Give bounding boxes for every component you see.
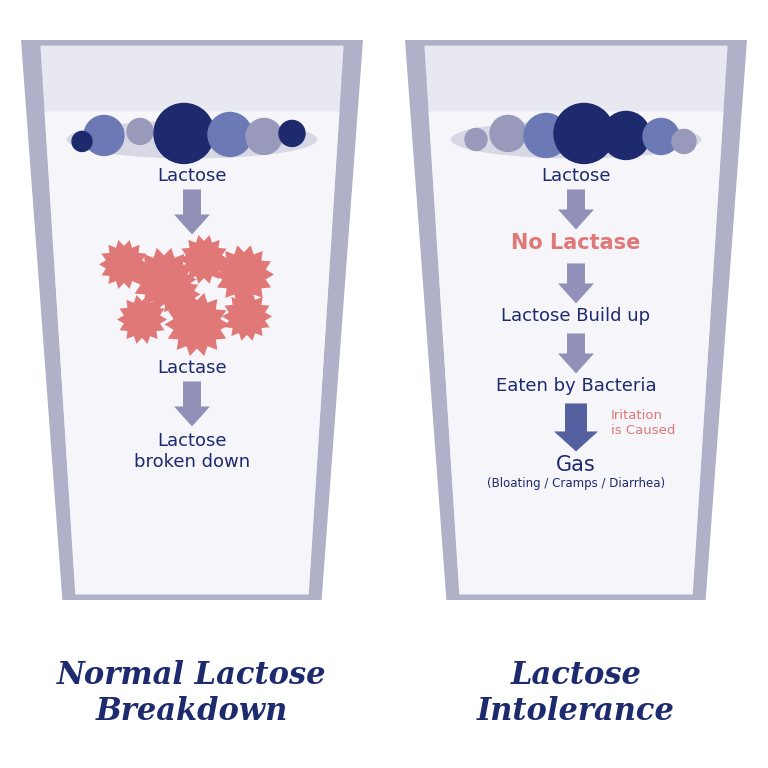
Text: Iritation
is Caused: Iritation is Caused bbox=[611, 409, 675, 438]
Polygon shape bbox=[45, 111, 339, 594]
Text: Lactose: Lactose bbox=[541, 167, 611, 185]
Polygon shape bbox=[41, 45, 343, 594]
Polygon shape bbox=[131, 248, 197, 311]
Ellipse shape bbox=[451, 121, 701, 158]
Circle shape bbox=[672, 130, 696, 154]
Polygon shape bbox=[425, 45, 727, 594]
Polygon shape bbox=[117, 295, 167, 344]
Circle shape bbox=[524, 114, 568, 157]
Polygon shape bbox=[214, 245, 274, 303]
Text: Lactase: Lactase bbox=[157, 359, 227, 377]
Polygon shape bbox=[164, 293, 230, 356]
Polygon shape bbox=[179, 235, 229, 284]
Polygon shape bbox=[222, 292, 272, 341]
Circle shape bbox=[208, 112, 252, 157]
Circle shape bbox=[84, 115, 124, 155]
Circle shape bbox=[490, 115, 526, 151]
Circle shape bbox=[465, 128, 487, 151]
Polygon shape bbox=[405, 40, 747, 600]
Text: (Bloating / Cramps / Diarrhea): (Bloating / Cramps / Diarrhea) bbox=[487, 478, 665, 491]
Text: Gas: Gas bbox=[556, 455, 596, 475]
Circle shape bbox=[246, 118, 282, 154]
Polygon shape bbox=[558, 333, 594, 373]
Polygon shape bbox=[558, 190, 594, 230]
Circle shape bbox=[72, 131, 92, 151]
Text: Lactose
Intolerance: Lactose Intolerance bbox=[477, 660, 675, 727]
Circle shape bbox=[154, 104, 214, 164]
Polygon shape bbox=[155, 273, 200, 316]
Text: Lactose
broken down: Lactose broken down bbox=[134, 432, 250, 472]
Text: Normal Lactose
Breakdown: Normal Lactose Breakdown bbox=[58, 660, 326, 727]
Text: Lactose: Lactose bbox=[157, 167, 227, 185]
Ellipse shape bbox=[67, 121, 317, 158]
Polygon shape bbox=[174, 190, 210, 234]
Polygon shape bbox=[554, 403, 598, 452]
Circle shape bbox=[643, 118, 679, 154]
Text: Eaten by Bacteria: Eaten by Bacteria bbox=[495, 377, 657, 396]
Circle shape bbox=[554, 104, 614, 164]
Polygon shape bbox=[99, 240, 149, 289]
Polygon shape bbox=[429, 111, 723, 594]
Circle shape bbox=[279, 121, 305, 147]
Text: No Lactase: No Lactase bbox=[511, 233, 641, 253]
Polygon shape bbox=[558, 263, 594, 303]
Polygon shape bbox=[21, 40, 363, 600]
Circle shape bbox=[127, 118, 153, 144]
Circle shape bbox=[602, 111, 650, 160]
Polygon shape bbox=[174, 382, 210, 426]
Text: Lactose Build up: Lactose Build up bbox=[502, 307, 650, 326]
